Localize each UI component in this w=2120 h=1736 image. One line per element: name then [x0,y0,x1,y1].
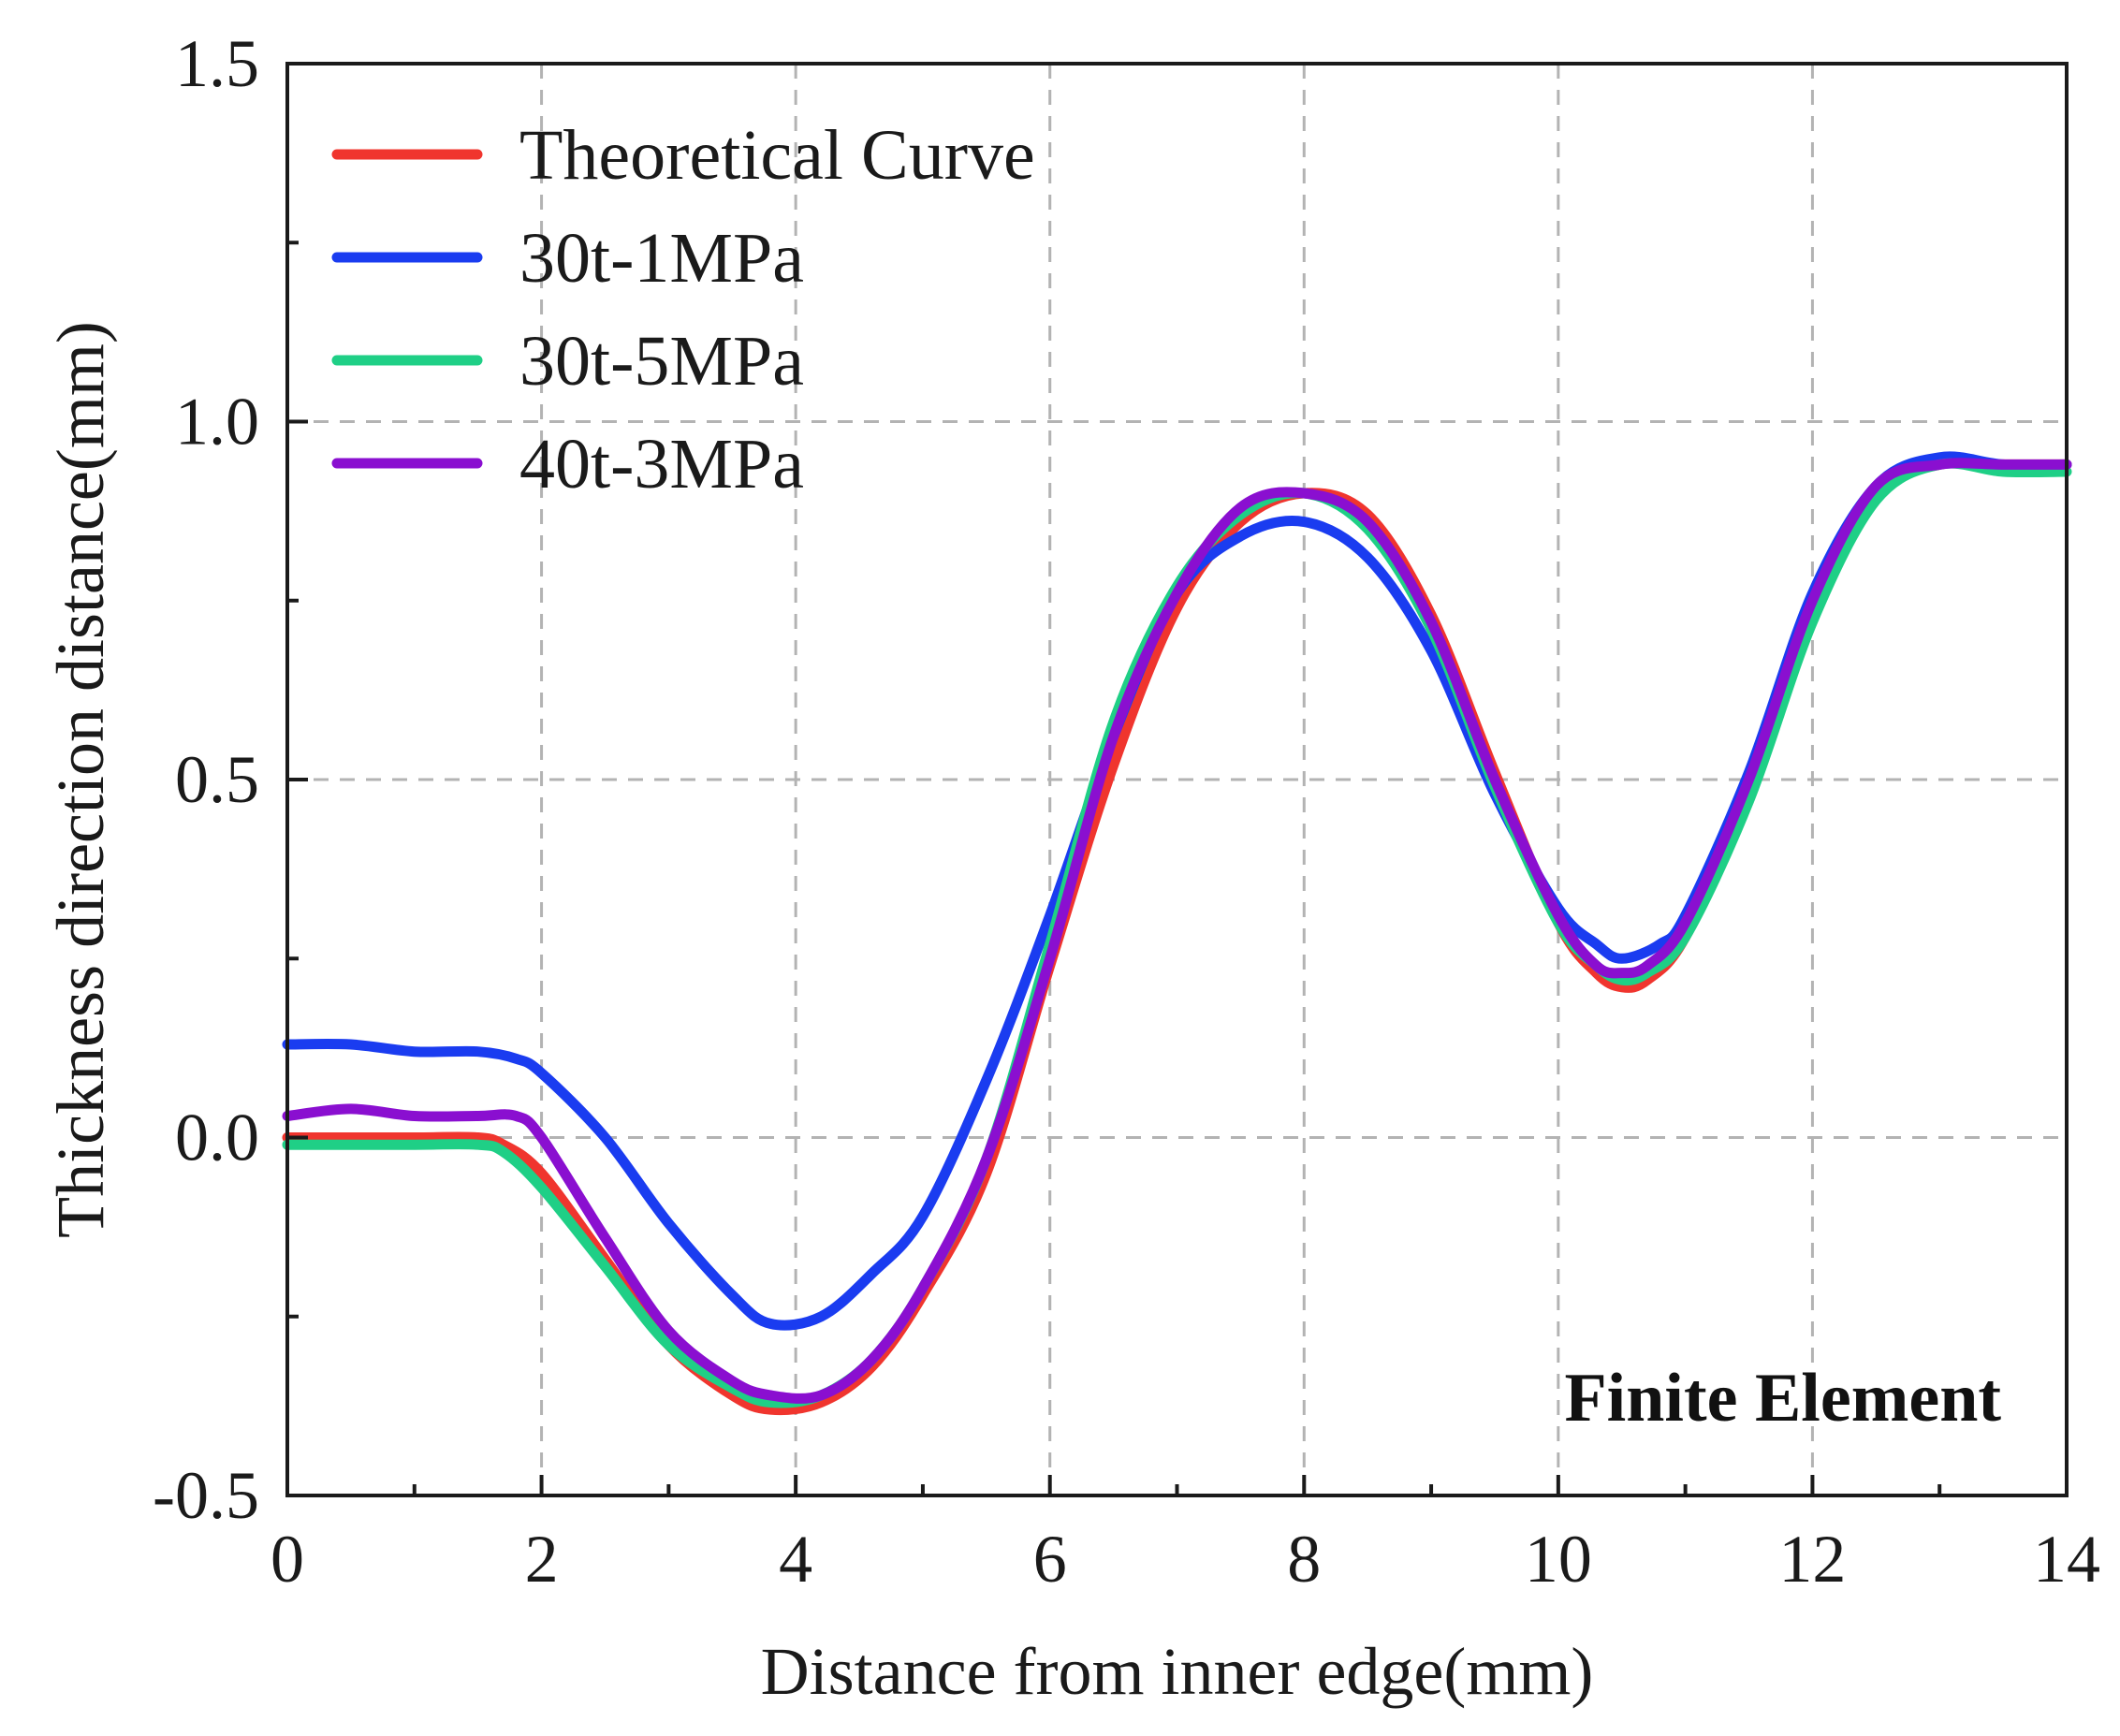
finite-element-annotation: Finite Element [1564,1360,2001,1437]
y-tick-label-0: 0.0 [175,1101,259,1175]
x-tick-label-10: 10 [1525,1522,1592,1597]
legend-label-30t-1mpa: 30t-1MPa [519,219,804,298]
x-tick-label-4: 4 [779,1522,812,1597]
y-tick-label--0.5: -0.5 [153,1458,259,1533]
x-tick-label-14: 14 [2033,1522,2100,1597]
x-tick-labels: 0 2 4 6 8 10 12 14 [270,1522,2100,1597]
legend-label-40t-3mpa: 40t-3MPa [519,425,804,503]
series-line-40t-3mpa [282,458,2072,1404]
legend-label-30t-5mpa: 30t-5MPa [519,322,804,401]
legend: Theoretical Curve 30t-1MPa 30t-5MPa 40t-3MP… [331,116,1035,503]
y-tick-label-1: 1.0 [175,385,259,460]
x-tick-label-6: 6 [1033,1522,1067,1597]
x-tick-label-2: 2 [525,1522,559,1597]
legend-label-theoretical-curve: Theoretical Curve [519,116,1035,195]
grid-lines [287,64,2067,1495]
x-tick-label-8: 8 [1287,1522,1321,1597]
y-tick-label-1.5: 1.5 [175,26,259,101]
x-tick-label-0: 0 [270,1522,304,1597]
x-tick-label-12: 12 [1778,1522,1846,1597]
x-axis-title: Distance from inner edge(mm) [761,1634,1594,1709]
series-lines [282,451,2072,1416]
plot-frame [285,62,2069,1497]
y-tick-labels: -0.5 0.0 0.5 1.0 1.5 [153,26,259,1533]
y-tick-label-0.5: 0.5 [175,742,259,817]
y-axis-title: Thickness direction distance(mm) [43,321,118,1238]
